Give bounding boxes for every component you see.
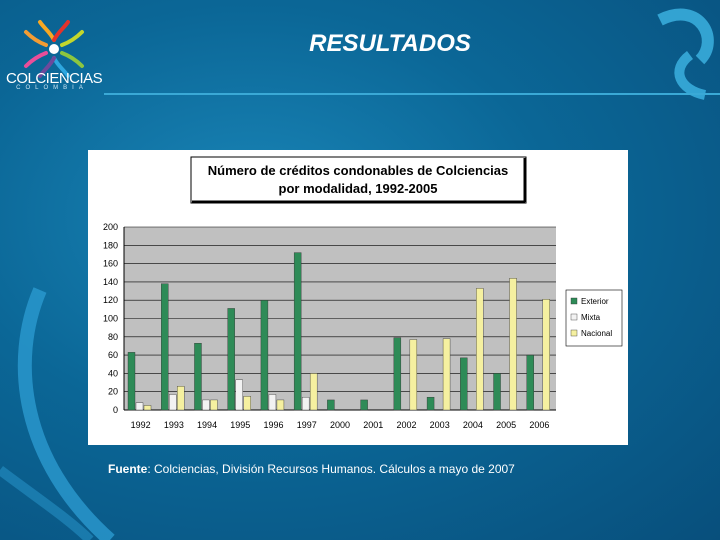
x-tick-label: 1993 [164, 420, 184, 430]
bar-nacional-1994 [210, 399, 218, 411]
y-tick-label: 80 [108, 332, 118, 342]
bar-mixta-1996 [268, 394, 277, 411]
bar-mixta-1997 [301, 396, 310, 411]
legend-swatch-exterior [570, 297, 578, 305]
x-tick-label: 2005 [496, 420, 516, 430]
bar-mixta-1992 [135, 402, 144, 411]
header-divider [104, 93, 720, 95]
bar-nacional-1993 [177, 386, 185, 411]
bar-exterior-2004 [460, 357, 468, 411]
bar-nacional-1996 [276, 399, 285, 411]
bar-exterior-2006 [526, 354, 534, 411]
legend-swatch-mixta [570, 313, 578, 321]
bar-nacional-1992 [143, 405, 152, 411]
y-tick-label: 0 [113, 405, 118, 415]
x-tick-label: 2000 [330, 420, 350, 430]
bar-mixta-1993 [169, 394, 177, 411]
bar-nacional-2004 [476, 288, 484, 411]
bar-exterior-1992 [127, 352, 136, 411]
legend-label-nacional: Nacional [581, 329, 612, 338]
bar-nacional-2002 [409, 339, 418, 411]
x-tick-label: 2003 [430, 420, 450, 430]
y-tick-label: 40 [108, 368, 118, 378]
y-tick-label: 200 [103, 222, 118, 232]
bar-exterior-1993 [161, 283, 169, 411]
bar-exterior-1994 [194, 343, 202, 411]
x-tick-label: 2004 [463, 420, 483, 430]
bar-exterior-1997 [293, 252, 302, 411]
page-title: RESULTADOS [309, 30, 471, 57]
bar-exterior-2005 [493, 373, 501, 411]
y-tick-label: 60 [108, 350, 118, 360]
x-tick-label: 2001 [363, 420, 383, 430]
legend-label-exterior: Exterior [581, 297, 609, 306]
legend-swatch-nacional [570, 329, 578, 337]
y-tick-label: 180 [103, 240, 118, 250]
bar-chart: Número de créditos condonables de Colcie… [103, 156, 623, 430]
bar-exterior-2000 [327, 399, 335, 411]
y-tick-label: 140 [103, 277, 118, 287]
bar-exterior-1995 [227, 308, 235, 411]
legend-label-mixta: Mixta [581, 313, 601, 322]
bar-mixta-1994 [202, 399, 210, 411]
bar-exterior-2003 [426, 396, 435, 411]
logo-wordmark: COLCIENCIAS [6, 70, 103, 87]
bar-nacional-1995 [243, 396, 251, 411]
source-note: Fuente: Colciencias, División Recursos H… [108, 462, 515, 476]
x-tick-label: 2002 [396, 420, 416, 430]
y-tick-label: 160 [103, 259, 118, 269]
x-tick-label: 1992 [131, 420, 151, 430]
chart-panel: Número de créditos condonables de Colcie… [88, 150, 628, 445]
bar-exterior-1996 [260, 299, 269, 411]
bar-nacional-2005 [509, 278, 517, 411]
x-tick-label: 1997 [297, 420, 317, 430]
bar-exterior-2002 [393, 337, 402, 411]
bar-nacional-1997 [309, 373, 318, 411]
y-tick-label: 20 [108, 387, 118, 397]
bar-mixta-1995 [235, 379, 243, 411]
x-tick-label: 1996 [264, 420, 284, 430]
colciencias-logo [24, 20, 84, 78]
x-tick-label: 2006 [529, 420, 549, 430]
chart-title-line-1: Número de créditos condonables de Colcie… [208, 163, 509, 178]
y-tick-label: 100 [103, 314, 118, 324]
bar-nacional-2003 [442, 338, 451, 411]
legend: Exterior Mixta Nacional [565, 289, 623, 347]
x-tick-label: 1995 [230, 420, 250, 430]
chart-title-line-2: por modalidad, 1992-2005 [279, 181, 438, 196]
x-tick-label: 1994 [197, 420, 217, 430]
source-label: Fuente [108, 462, 148, 476]
source-text: : Colciencias, División Recursos Humanos… [147, 462, 515, 476]
chart-title-box: Número de créditos condonables de Colcie… [190, 156, 527, 204]
plot-area: 0 20 40 60 80 100 120 140 160 180 200 1992 1993 1994 1… [103, 222, 556, 430]
bar-nacional-2006 [542, 299, 550, 411]
y-tick-label: 120 [103, 295, 118, 305]
logo-subtext: COLOMBIA [16, 85, 88, 91]
bar-exterior-2001 [360, 399, 368, 411]
